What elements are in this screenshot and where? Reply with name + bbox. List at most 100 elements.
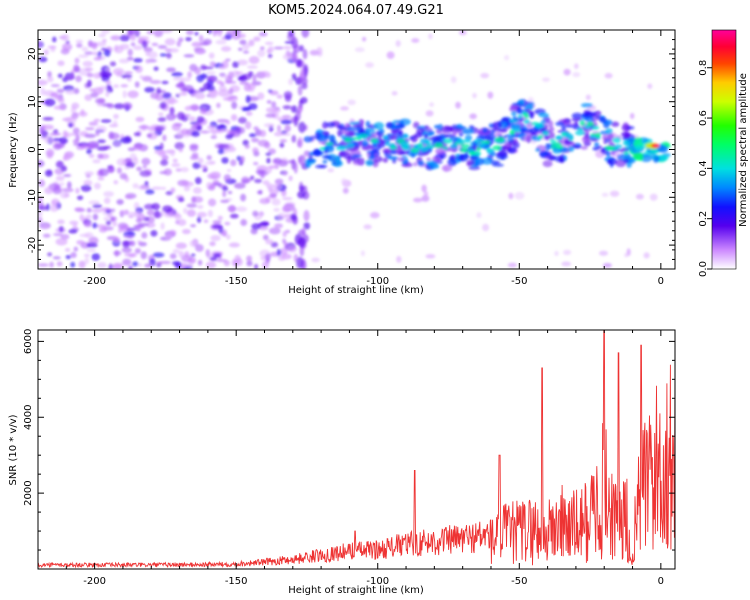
spectral-blob <box>605 145 613 151</box>
spectral-blob <box>222 190 227 198</box>
spectral-blob <box>166 67 176 73</box>
spectral-blob <box>194 66 201 75</box>
spectral-blob <box>511 102 524 106</box>
spectral-blob <box>429 102 434 107</box>
spectral-blob <box>95 41 107 47</box>
spectral-blob <box>601 192 609 197</box>
spectral-blob <box>146 222 156 228</box>
spectral-blob <box>265 238 274 245</box>
spectral-blob <box>268 227 281 235</box>
spectral-blob <box>47 252 52 257</box>
spectral-blob <box>57 219 65 225</box>
spectral-blob <box>192 162 201 169</box>
spectral-blob <box>105 91 110 98</box>
spectral-blob <box>327 168 335 173</box>
spectral-blob <box>133 57 143 63</box>
spectral-blob <box>75 134 80 142</box>
spectral-blob <box>351 137 362 141</box>
spectral-blob <box>280 247 288 256</box>
spectral-blob <box>545 135 550 141</box>
spectral-blob <box>271 198 281 206</box>
spectral-blob <box>113 236 121 244</box>
spectral-blob <box>193 90 201 94</box>
spectral-blob <box>321 131 330 135</box>
spectral-blob <box>450 127 463 133</box>
spectral-blob <box>73 246 79 252</box>
spectral-blob <box>219 65 226 70</box>
spectral-blob <box>198 87 205 93</box>
spectral-blob <box>259 197 271 205</box>
spectral-blob <box>217 215 223 221</box>
spectral-blob <box>239 81 250 85</box>
spectral-blob <box>337 129 344 137</box>
spectral-blob <box>183 207 188 214</box>
spectral-blob <box>155 93 165 101</box>
spectral-blob <box>237 117 247 124</box>
spectral-blob <box>157 151 166 157</box>
spectral-blob <box>369 212 380 219</box>
spectral-blob <box>297 229 306 237</box>
spectral-blob <box>511 110 517 117</box>
spectral-blob <box>433 157 442 163</box>
spectral-blob <box>571 117 583 122</box>
spectral-blob <box>507 262 517 268</box>
spectral-blob <box>200 73 208 79</box>
spectral-blob <box>144 180 149 186</box>
spectral-blob <box>319 164 328 169</box>
spectral-blob <box>112 67 125 76</box>
spectral-blob <box>98 168 109 177</box>
spectral-blob <box>480 140 488 144</box>
spectral-blob <box>133 45 143 51</box>
spectral-blob <box>279 142 285 148</box>
spectral-blob <box>500 128 507 133</box>
spectral-blob <box>487 91 494 99</box>
spectral-blob <box>57 97 65 104</box>
spectral-blob <box>354 47 365 53</box>
spectral-blob <box>400 140 409 147</box>
spectral-blob <box>84 257 90 265</box>
spectral-blob <box>283 241 289 248</box>
spectral-blob <box>209 61 216 67</box>
spectral-blob <box>282 205 292 210</box>
spectral-blob <box>345 122 350 129</box>
spectral-blob <box>216 79 222 85</box>
spectral-blob <box>288 175 293 182</box>
spectral-blob <box>185 36 192 42</box>
spectral-blob <box>283 91 293 99</box>
spectral-blob <box>71 113 79 119</box>
spectral-blob <box>184 251 190 259</box>
spectral-blob <box>267 46 274 53</box>
spectral-blob <box>288 78 294 86</box>
spectral-blob <box>624 253 629 258</box>
spectral-blob <box>49 261 54 268</box>
spectral-blob <box>65 40 70 44</box>
spectral-blob <box>237 47 243 51</box>
spectral-blob <box>253 161 259 166</box>
spectral-blob <box>78 260 86 269</box>
snr-xlabel: Height of straight line (km) <box>288 585 424 596</box>
spectral-blob <box>51 198 60 206</box>
snr-ticks: -200 -150 -100 -50 0 2000 4000 6000 <box>23 329 675 587</box>
spectral-blob <box>198 49 204 55</box>
spectral-blob <box>571 112 583 120</box>
spectral-blob <box>135 225 141 232</box>
spectral-blob <box>282 53 295 61</box>
spectral-blob <box>215 39 227 45</box>
spectral-blob <box>105 220 112 226</box>
spectral-blob <box>647 83 653 89</box>
spectral-blob <box>95 125 107 134</box>
spectral-blob <box>490 159 497 166</box>
spectral-blob <box>116 199 124 205</box>
spectral-blob <box>583 135 592 141</box>
spectral-blob <box>314 131 321 140</box>
spectral-blob <box>435 147 445 155</box>
spectral-blob <box>128 211 136 217</box>
spectral-blob <box>212 30 217 37</box>
spectral-blob <box>194 31 199 36</box>
spectral-blob <box>561 261 572 267</box>
spectral-blob <box>127 30 137 35</box>
spectral-blob <box>312 149 322 157</box>
spectral-blob <box>385 141 390 147</box>
spectral-blob <box>86 207 92 213</box>
spectral-blob <box>549 138 556 143</box>
